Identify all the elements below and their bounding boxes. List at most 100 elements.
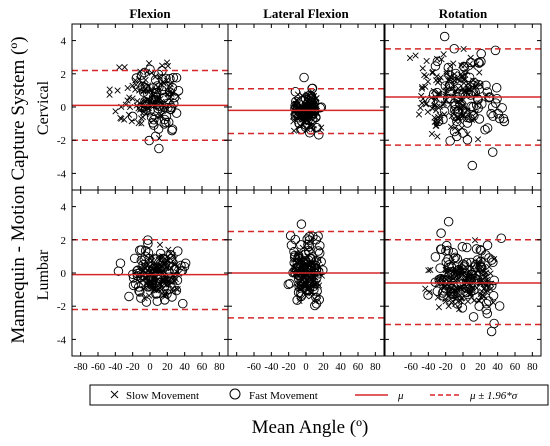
y-tick-label: 4 [61,36,67,48]
slow-point [165,246,172,253]
slow-point [164,62,171,70]
fast-point [452,299,463,309]
fast-point [487,147,498,157]
slow-point-stroke [458,73,465,81]
slow-point [134,98,141,105]
fast-point [296,219,307,229]
row-label-cervical: Cervical [35,80,52,135]
fast-point [435,263,445,273]
slow-point-stroke [435,304,443,311]
slow-point [487,270,494,277]
slow-point-stroke [418,99,426,107]
x-tick-label: -20 [282,362,296,373]
slow-point-stroke [143,68,151,75]
slow-point-stroke [129,95,136,102]
slow-point-stroke [464,298,472,305]
slow-point [106,86,113,93]
slow-point-stroke [423,73,430,80]
slow-point-stroke [472,110,479,117]
panel-cervical-lateral-flexion [227,23,385,191]
fast-point [159,281,170,292]
slow-point [106,91,113,98]
fast-point [304,99,315,110]
fast-point [436,228,446,238]
slow-point-stroke [158,283,165,290]
slow-point-stroke [424,108,431,116]
slow-point-stroke [418,92,425,100]
fast-point [475,256,486,267]
slow-point [481,293,488,300]
fast-point [466,269,477,280]
slow-point-stroke [481,274,489,281]
slow-point-stroke [299,92,306,99]
fast-point [483,296,494,306]
legend-band-label: μ ± 1.96*σ [469,390,518,402]
fast-point [115,258,126,268]
x-tick-label: 60 [353,362,364,373]
x-tick-label: 20 [162,362,173,373]
fast-point [150,75,161,85]
y-tick-label: 2 [61,235,67,247]
slow-point-stroke [159,62,166,69]
fast-point [486,281,497,291]
fast-point [159,119,170,129]
slow-point-stroke [417,104,424,112]
slow-point-stroke [482,273,489,280]
x-tick-label: 80 [370,362,381,373]
fast-point [459,260,470,271]
slow-point-stroke [132,86,139,93]
fast-point [172,275,183,286]
fast-point [439,274,449,285]
slow-point-stroke [437,74,444,81]
slow-point-stroke [421,71,428,79]
fast-point [489,275,499,286]
slow-point-stroke [419,65,426,72]
slow-point-stroke [461,76,469,83]
y-tick-label: 4 [61,202,67,214]
slow-point [442,298,449,305]
fast-point [436,93,447,103]
legend-fast-marker [229,388,241,400]
slow-point [476,69,483,76]
slow-point [450,60,457,67]
slow-point [431,101,438,108]
fast-point [303,278,313,289]
fast-point [463,289,473,300]
slow-point [121,116,128,123]
fast-point [294,118,304,129]
legend-slow-marker [110,390,119,399]
fast-point [472,292,482,302]
slow-point [445,303,452,310]
slow-point [168,279,176,286]
slow-point-stroke [425,267,432,274]
y-tick-label: -2 [57,301,66,313]
fast-point [140,246,151,256]
slow-point-stroke [426,289,433,296]
slow-point-stroke [428,130,436,137]
fast-point [161,111,172,122]
x-tick-label: 40 [335,362,346,373]
slow-point-stroke [412,52,419,59]
fast-point [296,112,307,122]
slow-point [423,57,430,65]
fast-point [461,287,471,297]
fast-point [303,255,314,265]
slow-point-stroke [121,116,128,123]
fast-point [140,251,151,262]
fast-point [448,272,458,282]
slow-point-stroke [430,87,437,95]
fast-point [445,136,455,146]
slow-point-stroke [431,101,438,108]
fast-point [498,113,509,124]
x-tick-label: 60 [197,362,208,373]
slow-point-stroke [122,101,129,108]
fast-point [467,160,478,171]
fast-point [311,235,321,245]
slow-point-stroke [483,287,490,294]
slow-point-stroke [436,103,444,110]
slow-point [418,92,425,100]
fast-point [315,240,325,251]
slow-point-stroke [121,63,128,71]
fast-point [283,279,294,290]
fast-point [462,135,473,145]
